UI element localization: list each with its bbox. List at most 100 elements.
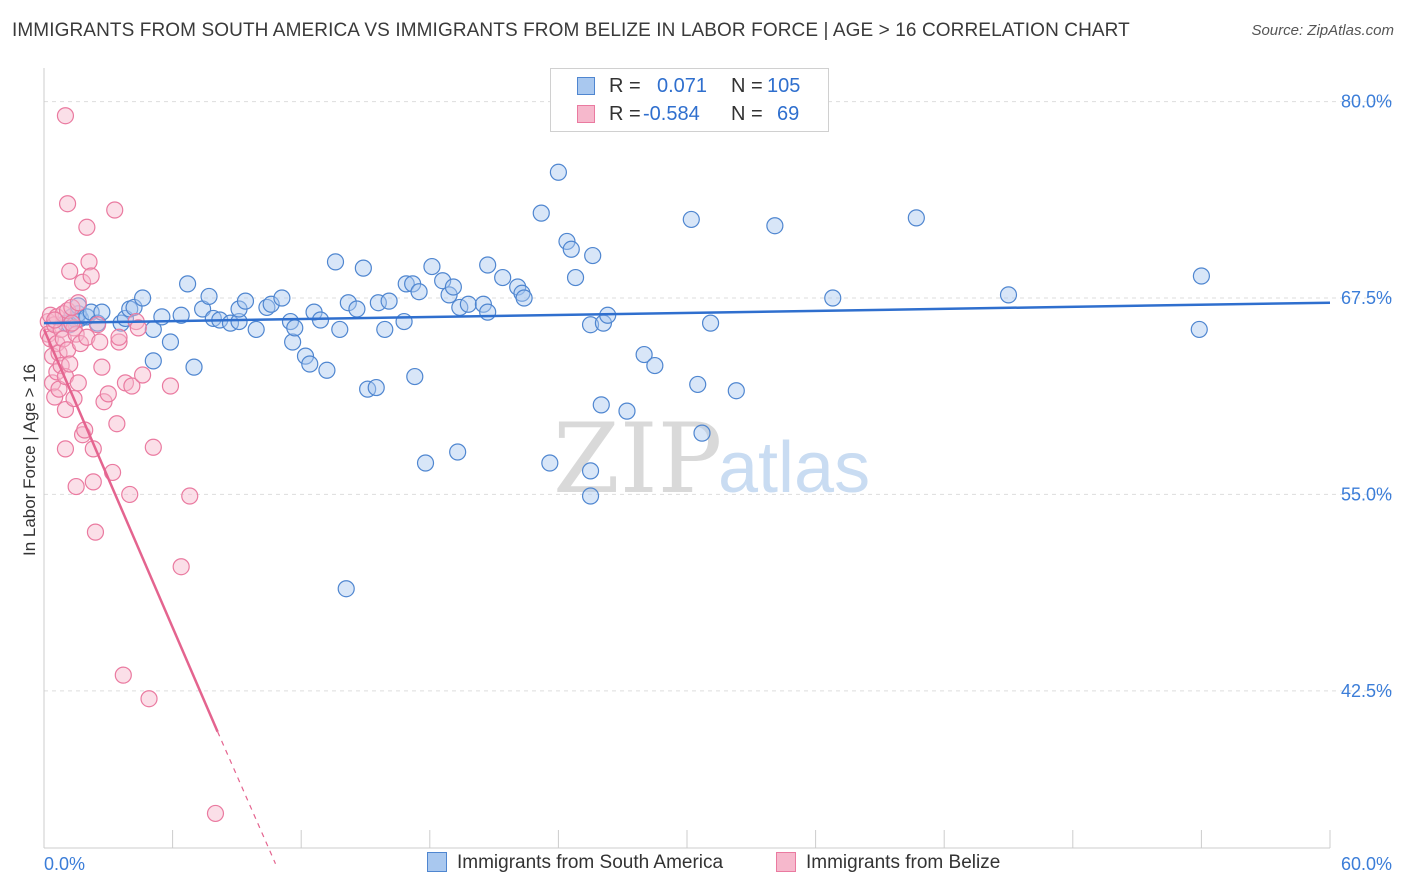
legend-row-south-america: R = 0.071 N = 105 (551, 73, 828, 101)
data-point (369, 294, 387, 312)
data-point (125, 298, 143, 317)
data-point (73, 273, 92, 291)
data-point (247, 320, 265, 339)
data-point (121, 485, 139, 504)
data-point (474, 295, 492, 313)
data-point (78, 328, 96, 346)
data-point (273, 289, 291, 307)
data-point (515, 289, 533, 307)
data-point (61, 262, 79, 280)
legend-n-value: 105 (767, 75, 801, 97)
data-point (129, 319, 147, 337)
data-point (907, 209, 925, 227)
axes (43, 68, 1331, 849)
data-point (682, 210, 700, 229)
data-point (395, 312, 413, 331)
data-point (106, 201, 124, 219)
data-point (133, 289, 152, 307)
data-point (367, 378, 385, 397)
data-point (635, 345, 653, 364)
data-point (1190, 320, 1208, 339)
data-point (727, 382, 745, 400)
data-point (549, 163, 568, 181)
data-point (172, 558, 190, 576)
data-point (592, 396, 610, 414)
data-point (701, 314, 720, 332)
data-point (99, 385, 117, 403)
data-point (181, 487, 199, 505)
bottom-legend-label: Immigrants from Belize (806, 852, 1001, 873)
data-point (562, 240, 580, 258)
data-point (69, 374, 87, 392)
data-point (581, 462, 600, 480)
legend-row-belize: R = -0.584 N = 69 (551, 101, 828, 129)
data-point (56, 440, 75, 458)
data-point (449, 443, 467, 461)
data-point (284, 333, 302, 351)
data-point (58, 195, 77, 213)
trend-line-belize (42, 328, 219, 733)
data-point (56, 107, 75, 125)
bottom-legend-swatch-pink (776, 852, 796, 872)
watermark: ZIP atlas (553, 403, 870, 515)
series-belize-points (39, 107, 225, 823)
data-point (114, 666, 132, 684)
data-point (88, 316, 107, 334)
y-tick-label: 80.0% (1341, 92, 1392, 112)
data-point (479, 303, 497, 321)
data-point (558, 232, 576, 251)
data-point (337, 580, 355, 598)
data-point (144, 352, 162, 370)
trend-line-belize-extension (217, 731, 277, 864)
data-point (67, 477, 85, 496)
legend-r-value: -0.584 (643, 103, 700, 125)
data-point (140, 690, 158, 708)
data-point (541, 454, 559, 472)
data-point (584, 246, 602, 265)
y-tick-label: 42.5% (1341, 681, 1392, 701)
data-point (84, 473, 102, 491)
data-point (230, 312, 248, 331)
series-south-america-points (56, 163, 1211, 598)
bottom-legend-south-america: Immigrants from South America (427, 852, 723, 874)
data-point (693, 424, 711, 442)
data-point (172, 306, 190, 324)
data-point (766, 217, 784, 235)
data-point (80, 253, 98, 271)
data-point (46, 311, 64, 329)
data-point (46, 388, 64, 406)
data-point (434, 272, 452, 290)
data-point (410, 283, 428, 301)
y-tick-label: 67.5% (1341, 288, 1392, 308)
chart-title: IMMIGRANTS FROM SOUTH AMERICA VS IMMIGRA… (12, 20, 1130, 41)
y-tick-label: 55.0% (1341, 484, 1392, 504)
stats-legend: R = 0.071 N = 105 R = -0.584 N = 69 (550, 68, 829, 132)
data-point (69, 294, 87, 312)
trend-line-south-america (43, 301, 1331, 325)
data-point (204, 309, 222, 328)
y-axis-label: In Labor Force | Age > 16 (20, 364, 39, 556)
data-point (416, 454, 435, 472)
data-point (459, 295, 477, 313)
data-point (318, 361, 336, 379)
data-point (397, 275, 415, 293)
bottom-legend-belize: Immigrants from Belize (776, 852, 1000, 874)
x-tick-label-start: 0.0% (44, 854, 85, 874)
data-point (161, 333, 180, 351)
data-point (359, 380, 377, 398)
data-point (532, 204, 550, 222)
x-tick-labels: 0.0% 60.0% (44, 854, 1392, 874)
legend-r-label: R = (609, 75, 641, 97)
data-point (71, 334, 90, 353)
data-point (179, 275, 197, 293)
data-point (689, 375, 707, 394)
data-point (354, 259, 372, 277)
data-point (301, 355, 319, 373)
data-point (262, 295, 280, 313)
data-point (82, 267, 100, 285)
data-point (581, 316, 600, 334)
bottom-legend-swatch-blue (427, 852, 447, 872)
bottom-legend-label: Immigrants from South America (457, 852, 724, 873)
data-point (110, 333, 128, 351)
data-point (236, 292, 255, 310)
